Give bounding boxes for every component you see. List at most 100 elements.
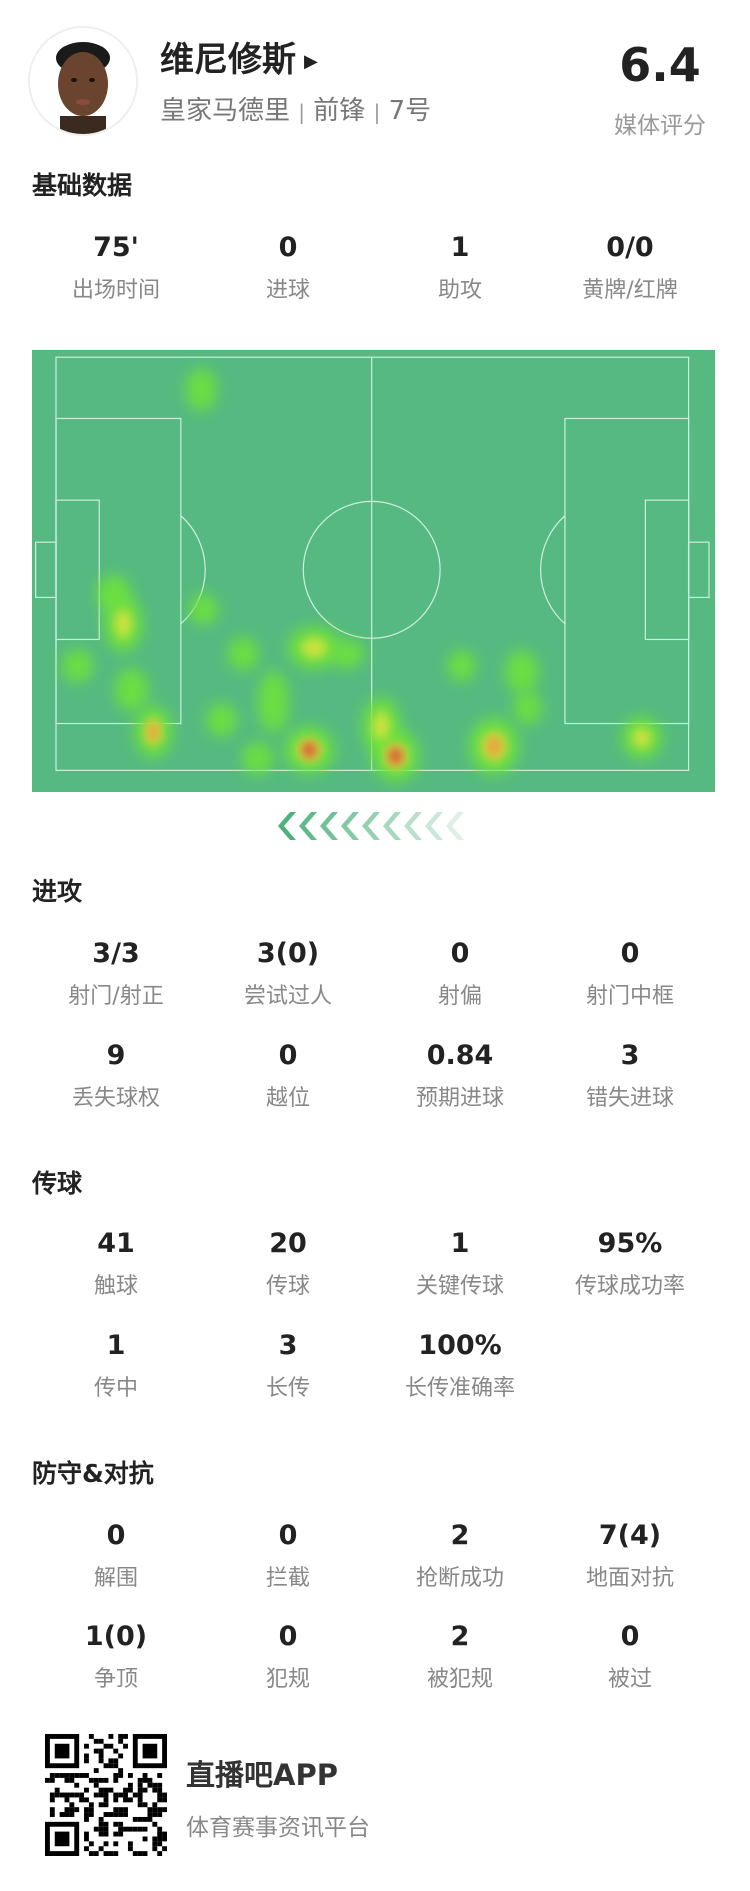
- stat-label: 尝试过人: [243, 984, 332, 1009]
- stat-label: 传中: [93, 1376, 138, 1401]
- stat-label: 传球: [265, 1274, 310, 1299]
- stat-value: 2: [450, 1520, 470, 1551]
- chevron-left-icon: [320, 812, 338, 840]
- stat-value: 9: [106, 1040, 126, 1071]
- heat-blob: [447, 650, 477, 682]
- section-title-basic: 基础数据: [32, 171, 133, 200]
- stat-value: 0: [278, 1040, 298, 1071]
- stat-defense: 0 被过: [544, 1619, 716, 1693]
- stat-value: 0: [278, 1520, 298, 1551]
- stat-label: 预期进球: [415, 1086, 504, 1111]
- stat-value: 0.84: [426, 1040, 494, 1071]
- heat-blob: [632, 727, 652, 749]
- heat-blob: [185, 368, 217, 412]
- stat-value: 0: [106, 1520, 126, 1551]
- chevron-left-icon: [383, 812, 401, 840]
- stat-passing: 1 传中: [30, 1328, 202, 1402]
- heat-blob: [62, 649, 94, 683]
- chevron-left-icon: [425, 812, 443, 840]
- heat-blob: [114, 668, 149, 712]
- heat-blob: [301, 637, 328, 658]
- stat-passing: 3 长传: [202, 1328, 374, 1402]
- stat-value: 75': [93, 232, 139, 263]
- stat-label: 地面对抗: [585, 1566, 674, 1591]
- stat-label: 传球成功率: [574, 1274, 685, 1299]
- stat-value: 3: [278, 1330, 298, 1361]
- stat-basic: 1 助攻: [374, 230, 546, 304]
- heat-blob: [485, 735, 503, 758]
- team-name: 皇家马德里: [160, 96, 291, 126]
- heat-blob: [257, 670, 289, 734]
- stat-value: 0: [278, 1621, 298, 1652]
- heat-blob: [330, 639, 365, 669]
- stat-label: 被犯规: [426, 1667, 493, 1692]
- chevron-left-icon: [362, 812, 380, 840]
- stat-label: 触球: [93, 1274, 138, 1299]
- stat-value: 0/0: [606, 232, 654, 263]
- stat-label: 长传准确率: [404, 1376, 515, 1401]
- stat-attack: 0 射偏: [374, 936, 546, 1010]
- app-name: 直播吧APP: [186, 1758, 338, 1792]
- stat-value: 0: [450, 938, 470, 969]
- heat-blob: [227, 637, 259, 671]
- heat-blob: [389, 748, 402, 764]
- stat-passing: 20 传球: [202, 1226, 374, 1300]
- stat-passing: 41 触球: [30, 1226, 202, 1300]
- stat-label: 抢断成功: [415, 1566, 504, 1591]
- heat-blob: [513, 691, 543, 725]
- stat-value: 95%: [597, 1228, 663, 1259]
- stat-basic: 0/0 黄牌/红牌: [544, 230, 716, 304]
- stat-label: 错失进球: [585, 1086, 674, 1111]
- stat-label: 长传: [265, 1376, 310, 1401]
- heat-blob: [303, 743, 316, 757]
- chevron-left-icon: [278, 812, 296, 840]
- heat-blob: [206, 703, 238, 737]
- chevron-left-icon: [341, 812, 359, 840]
- stat-value: 1: [106, 1330, 126, 1361]
- stat-label: 被过: [607, 1667, 652, 1692]
- stat-attack: 0.84 预期进球: [374, 1038, 546, 1112]
- stat-passing: 95% 传球成功率: [544, 1226, 716, 1300]
- stat-value: 2: [450, 1621, 470, 1652]
- stat-passing: 100% 长传准确率: [374, 1328, 546, 1402]
- stat-defense: 1(0) 争顶: [30, 1619, 202, 1693]
- stat-label: 关键传球: [415, 1274, 504, 1299]
- media-rating: 6.4: [619, 38, 701, 92]
- heat-blob: [372, 711, 390, 741]
- chevron-left-icon: [404, 812, 422, 840]
- heat-blob: [504, 650, 539, 694]
- stat-label: 出场时间: [71, 278, 160, 303]
- qr-code[interactable]: [45, 1734, 167, 1856]
- chevron-left-icon: [446, 812, 464, 840]
- stat-value: 1: [450, 232, 470, 263]
- stat-label: 助攻: [437, 278, 482, 303]
- stat-value: 100%: [418, 1330, 502, 1361]
- stat-value: 1(0): [84, 1621, 148, 1652]
- stat-label: 越位: [265, 1086, 310, 1111]
- heatmap-pitch: [32, 350, 715, 792]
- stat-defense: 2 被犯规: [374, 1619, 546, 1693]
- stat-defense: 0 解围: [30, 1518, 202, 1592]
- stat-label: 黄牌/红牌: [582, 278, 678, 303]
- player-name[interactable]: 维尼修斯 ▶: [160, 40, 318, 80]
- stat-attack: 3/3 射门/射正: [30, 936, 202, 1010]
- stat-attack: 9 丢失球权: [30, 1038, 202, 1112]
- stat-label: 争顶: [93, 1667, 138, 1692]
- player-info: 皇家马德里 | 前锋 | 7号: [160, 90, 431, 127]
- player-avatar: [28, 26, 138, 136]
- section-title-attack: 进攻: [32, 877, 83, 906]
- stat-value: 7(4): [598, 1520, 662, 1551]
- stat-label: 拦截: [265, 1566, 310, 1591]
- stat-defense: 7(4) 地面对抗: [544, 1518, 716, 1592]
- triangle-right-icon: ▶: [304, 51, 318, 72]
- stat-label: 进球: [265, 278, 310, 303]
- stat-attack: 0 越位: [202, 1038, 374, 1112]
- separator: |: [298, 100, 306, 124]
- heatmap-blobs: [62, 368, 663, 783]
- heat-blob: [189, 593, 219, 626]
- chevron-left-icon: [299, 812, 317, 840]
- section-title-defense: 防守&对抗: [32, 1459, 154, 1488]
- stat-label: 射门中框: [585, 984, 674, 1009]
- attack-direction-indicator: [278, 812, 464, 840]
- stat-value: 3/3: [92, 938, 140, 969]
